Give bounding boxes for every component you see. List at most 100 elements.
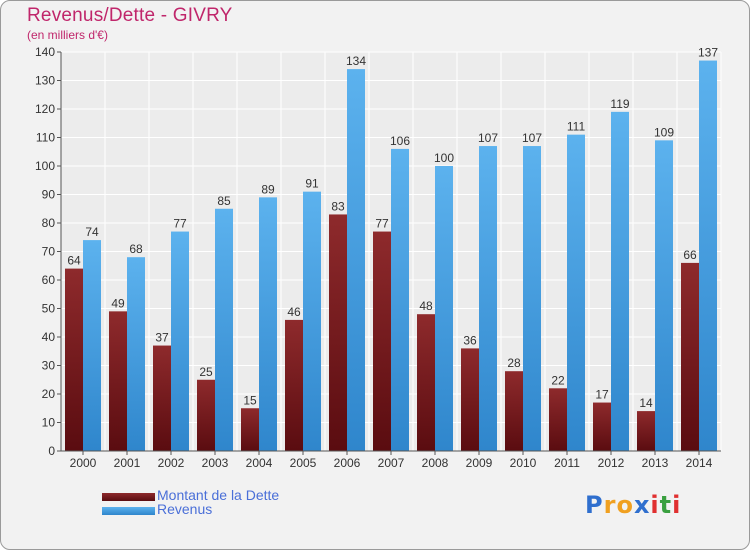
- legend-item-revenus: Revenus: [102, 501, 362, 518]
- x-tick-label: 2006: [334, 456, 361, 470]
- y-tick-label: 110: [36, 131, 55, 145]
- bar-dette: [373, 231, 391, 451]
- legend-label-revenus: Revenus: [157, 501, 213, 517]
- bar-dette: [549, 388, 567, 451]
- x-tick-label: 2009: [466, 456, 493, 470]
- bar-revenus: [655, 140, 673, 451]
- bar-revenus: [215, 208, 233, 451]
- data-label-revenus: 91: [305, 177, 319, 191]
- data-label-revenus: 100: [434, 151, 454, 165]
- bar-dette: [417, 314, 435, 451]
- y-tick-label: 10: [42, 416, 56, 430]
- data-label-dette: 77: [375, 217, 389, 231]
- logo-letter: o: [616, 491, 634, 519]
- bar-revenus: [259, 197, 277, 451]
- data-label-revenus: 107: [478, 131, 498, 145]
- bar-dette: [109, 311, 127, 451]
- x-tick-label: 2012: [598, 456, 625, 470]
- bar-dette: [593, 402, 611, 451]
- bar-dette: [285, 319, 303, 451]
- bar-dette: [461, 348, 479, 451]
- x-tick-label: 2003: [202, 456, 229, 470]
- bar-revenus: [567, 134, 585, 451]
- logo-letter: P: [585, 491, 604, 519]
- bar-revenus: [699, 60, 717, 452]
- y-tick-label: 60: [42, 273, 56, 287]
- legend-label-dette: Montant de la Dette: [157, 487, 280, 503]
- x-tick-label: 2007: [378, 456, 405, 470]
- y-tick-label: 100: [35, 159, 55, 173]
- bar-dette: [637, 411, 655, 451]
- logo-letter: x: [633, 491, 651, 519]
- legend-swatch-dette: [102, 493, 155, 501]
- data-label-revenus: 107: [522, 131, 542, 145]
- data-label-dette: 36: [463, 333, 477, 347]
- bar-dette: [153, 345, 171, 451]
- data-label-revenus: 137: [698, 46, 718, 60]
- bar-dette: [65, 268, 83, 451]
- data-label-dette: 64: [67, 254, 81, 268]
- data-label-revenus: 109: [654, 125, 674, 139]
- bar-revenus: [127, 257, 145, 451]
- data-label-dette: 49: [111, 296, 125, 310]
- y-tick-label: 20: [42, 387, 56, 401]
- data-label-dette: 48: [419, 299, 433, 313]
- data-label-dette: 15: [243, 393, 257, 407]
- bar-dette: [197, 379, 215, 451]
- data-label-dette: 22: [551, 373, 565, 387]
- x-tick-label: 2004: [246, 456, 273, 470]
- bar-dette: [681, 262, 699, 451]
- data-label-revenus: 106: [390, 134, 410, 148]
- chart-subtitle: (en milliers d'€): [27, 28, 108, 42]
- y-tick-label: 30: [42, 359, 56, 373]
- data-label-revenus: 85: [217, 194, 231, 208]
- x-tick-label: 2013: [642, 456, 669, 470]
- bar-revenus: [347, 69, 365, 451]
- bar-revenus: [479, 146, 497, 452]
- logo-letter: t: [659, 491, 673, 519]
- data-label-revenus: 119: [610, 97, 629, 111]
- y-tick-label: 140: [35, 45, 55, 59]
- bar-revenus: [523, 146, 541, 452]
- data-label-revenus: 89: [261, 182, 275, 196]
- x-tick-label: 2000: [70, 456, 97, 470]
- data-label-dette: 37: [155, 331, 169, 345]
- y-tick-label: 130: [35, 74, 55, 88]
- bar-revenus: [391, 148, 409, 451]
- bar-revenus: [303, 191, 321, 451]
- bar-revenus: [83, 240, 101, 451]
- y-tick-label: 80: [42, 216, 56, 230]
- proxiti-logo: Proxiti: [585, 491, 681, 519]
- logo-letter: i: [672, 491, 682, 519]
- y-tick-label: 40: [42, 330, 56, 344]
- data-label-dette: 14: [639, 396, 653, 410]
- y-tick-label: 90: [42, 188, 56, 202]
- x-tick-label: 2002: [158, 456, 185, 470]
- logo-letter: r: [603, 491, 617, 519]
- legend-item-dette: Montant de la Dette: [102, 487, 362, 504]
- x-tick-label: 2014: [686, 456, 713, 470]
- data-label-revenus: 77: [173, 217, 187, 231]
- chart-title: Revenus/Dette - GIVRY: [27, 5, 233, 26]
- y-tick-label: 50: [42, 302, 56, 316]
- data-label-dette: 66: [683, 248, 697, 262]
- bar-revenus: [611, 111, 629, 451]
- y-tick-label: 120: [35, 102, 55, 116]
- bar-revenus: [435, 166, 453, 451]
- bar-dette: [329, 214, 347, 451]
- data-label-dette: 46: [287, 305, 301, 319]
- bar-dette: [505, 371, 523, 451]
- data-label-dette: 28: [507, 356, 521, 370]
- data-label-revenus: 111: [567, 120, 586, 134]
- bar-dette: [241, 408, 259, 451]
- legend-swatch-revenus: [102, 507, 155, 515]
- data-label-revenus: 68: [129, 242, 143, 256]
- data-label-dette: 17: [595, 388, 609, 402]
- data-label-revenus: 134: [346, 54, 366, 68]
- data-label-dette: 25: [199, 365, 213, 379]
- y-tick-label: 70: [42, 245, 56, 259]
- data-label-dette: 83: [331, 199, 345, 213]
- x-tick-label: 2010: [510, 456, 537, 470]
